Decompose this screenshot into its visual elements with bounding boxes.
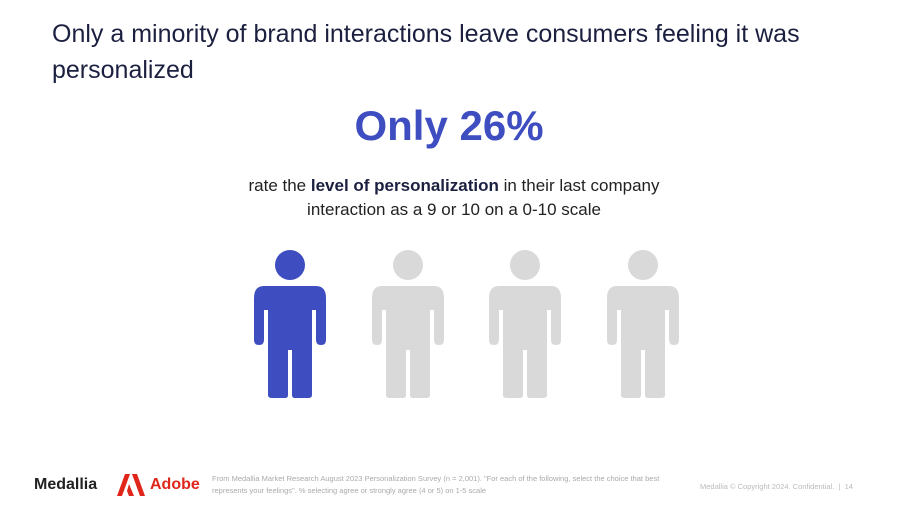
person	[372, 250, 444, 398]
description-text: rate the	[248, 176, 311, 195]
person	[489, 250, 561, 398]
description-bold: level of personalization	[310, 176, 499, 195]
copyright: Medallia © Copyright 2024. Confidential.…	[700, 482, 853, 491]
description: rate the level of personalization in the…	[244, 174, 664, 222]
description-text: in their last company interaction as a 9…	[307, 176, 660, 219]
medallia-logo: Medallia	[34, 476, 98, 493]
people-icons	[254, 250, 679, 398]
headline: Only 26%	[354, 102, 544, 149]
adobe-logo: Adobe	[150, 476, 200, 493]
person	[607, 250, 679, 398]
source-note: From Medallia Market Research August 202…	[212, 474, 660, 495]
title: Only a minority of brand interactions le…	[52, 20, 800, 84]
adobe-mark	[117, 474, 145, 496]
person-highlighted	[254, 250, 326, 398]
